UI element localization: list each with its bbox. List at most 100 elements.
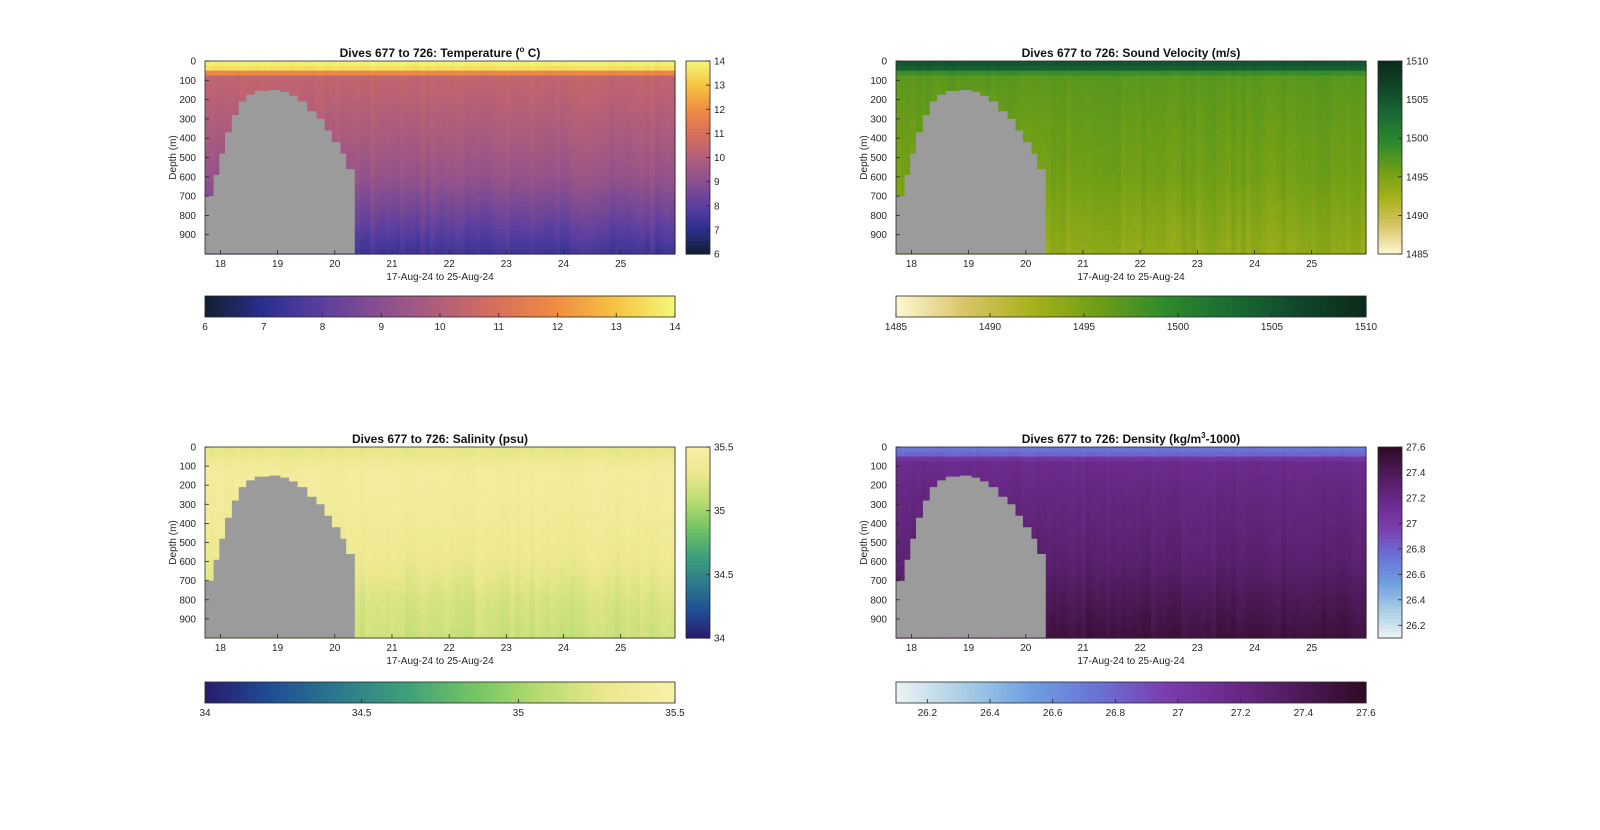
heatmap-cell: [230, 244, 236, 250]
heatmap-cell: [595, 94, 601, 101]
heatmap-cell: [315, 143, 321, 149]
heatmap-cell: [520, 167, 526, 173]
heatmap-cell: [540, 200, 546, 207]
heatmap-cell: [260, 138, 266, 144]
heatmap-cell: [896, 205, 902, 212]
heatmap-cell: [545, 75, 551, 81]
heatmap-cell: [460, 196, 466, 202]
heatmap-cell: [265, 65, 271, 72]
heatmap-cell: [590, 196, 596, 202]
heatmap-cell: [260, 215, 266, 221]
heatmap-cell: [485, 234, 491, 241]
heatmap-cell: [981, 186, 987, 192]
heatmap-cell: [340, 123, 346, 130]
heatmap-cell: [430, 225, 436, 231]
heatmap-cell: [345, 143, 351, 149]
heatmap-cell: [310, 196, 316, 202]
heatmap-cell: [610, 75, 616, 81]
heatmap-cell: [405, 181, 411, 188]
heatmap-cell: [565, 94, 571, 101]
heatmap-cell: [490, 244, 496, 250]
heatmap-cell: [610, 123, 616, 130]
heatmap-cell: [585, 65, 591, 72]
heatmap-cell: [295, 196, 301, 202]
y-tick-label: 100: [179, 76, 196, 87]
heatmap-cell: [275, 65, 281, 72]
colorbar-segment: [361, 296, 367, 317]
heatmap-cell: [375, 65, 381, 72]
heatmap-cell: [1011, 171, 1017, 178]
heatmap-cell: [315, 186, 321, 192]
heatmap-cell: [986, 200, 992, 207]
heatmap-cell: [1006, 147, 1012, 154]
heatmap-cell: [550, 234, 556, 241]
heatmap-cell: [660, 215, 666, 221]
heatmap-cell: [490, 133, 496, 139]
heatmap-cell: [400, 99, 406, 106]
heatmap-cell: [320, 89, 326, 96]
heatmap-cell: [405, 114, 411, 120]
heatmap-cell: [976, 249, 982, 255]
heatmap-cell: [645, 75, 651, 81]
heatmap-cell: [911, 133, 917, 139]
heatmap-cell: [460, 114, 466, 120]
heatmap-cell: [620, 167, 626, 173]
heatmap-cell: [530, 147, 536, 154]
heatmap-cell: [971, 70, 977, 77]
heatmap-cell: [630, 157, 636, 163]
heatmap-cell: [555, 229, 561, 236]
heatmap-cell: [475, 123, 481, 130]
heatmap-cell: [520, 94, 526, 101]
heatmap-cell: [455, 191, 461, 197]
heatmap-cell: [991, 80, 997, 86]
heatmap-cell: [665, 89, 671, 96]
heatmap-cell: [465, 157, 471, 163]
heatmap-cell: [545, 128, 551, 134]
heatmap-cell: [605, 181, 611, 188]
heatmap-cell: [515, 176, 521, 183]
heatmap-cell: [575, 215, 581, 221]
heatmap-cell: [295, 94, 301, 101]
heatmap-cell: [565, 138, 571, 144]
heatmap-cell: [921, 114, 927, 120]
heatmap-cell: [540, 234, 546, 241]
heatmap-cell: [575, 162, 581, 168]
heatmap-cell: [435, 70, 441, 77]
heatmap-cell: [986, 147, 992, 154]
heatmap-cell: [495, 109, 501, 115]
heatmap-cell: [916, 234, 922, 241]
heatmap-cell: [986, 181, 992, 188]
heatmap-cell: [585, 191, 591, 197]
heatmap-cell: [961, 85, 967, 91]
heatmap-cell: [220, 229, 226, 236]
colorbar-segment: [400, 296, 406, 317]
heatmap-cell: [350, 176, 356, 183]
heatmap-cell: [460, 215, 466, 221]
heatmap-cell: [971, 152, 977, 159]
heatmap-cell: [405, 157, 411, 163]
heatmap-cell: [405, 210, 411, 216]
heatmap-cell: [961, 99, 967, 106]
heatmap-cell: [250, 186, 256, 192]
heatmap-cell: [345, 200, 351, 207]
heatmap-cell: [916, 138, 922, 144]
heatmap-cell: [310, 80, 316, 86]
heatmap-cell: [1016, 94, 1022, 101]
heatmap-cell: [510, 61, 516, 67]
heatmap-cell: [630, 225, 636, 231]
heatmap-cell: [210, 157, 216, 163]
heatmap-cell: [901, 220, 907, 226]
heatmap-cell: [911, 205, 917, 212]
heatmap-cell: [455, 61, 461, 67]
heatmap-cell: [245, 220, 251, 226]
heatmap-cell: [911, 147, 917, 154]
heatmap-cell: [335, 181, 341, 188]
heatmap-cell: [640, 118, 646, 125]
heatmap-cell: [395, 210, 401, 216]
heatmap-cell: [600, 152, 606, 159]
heatmap-cell: [335, 61, 341, 67]
heatmap-cell: [926, 104, 932, 110]
heatmap-cell: [420, 118, 426, 125]
heatmap-cell: [951, 210, 957, 216]
heatmap-cell: [946, 123, 952, 130]
